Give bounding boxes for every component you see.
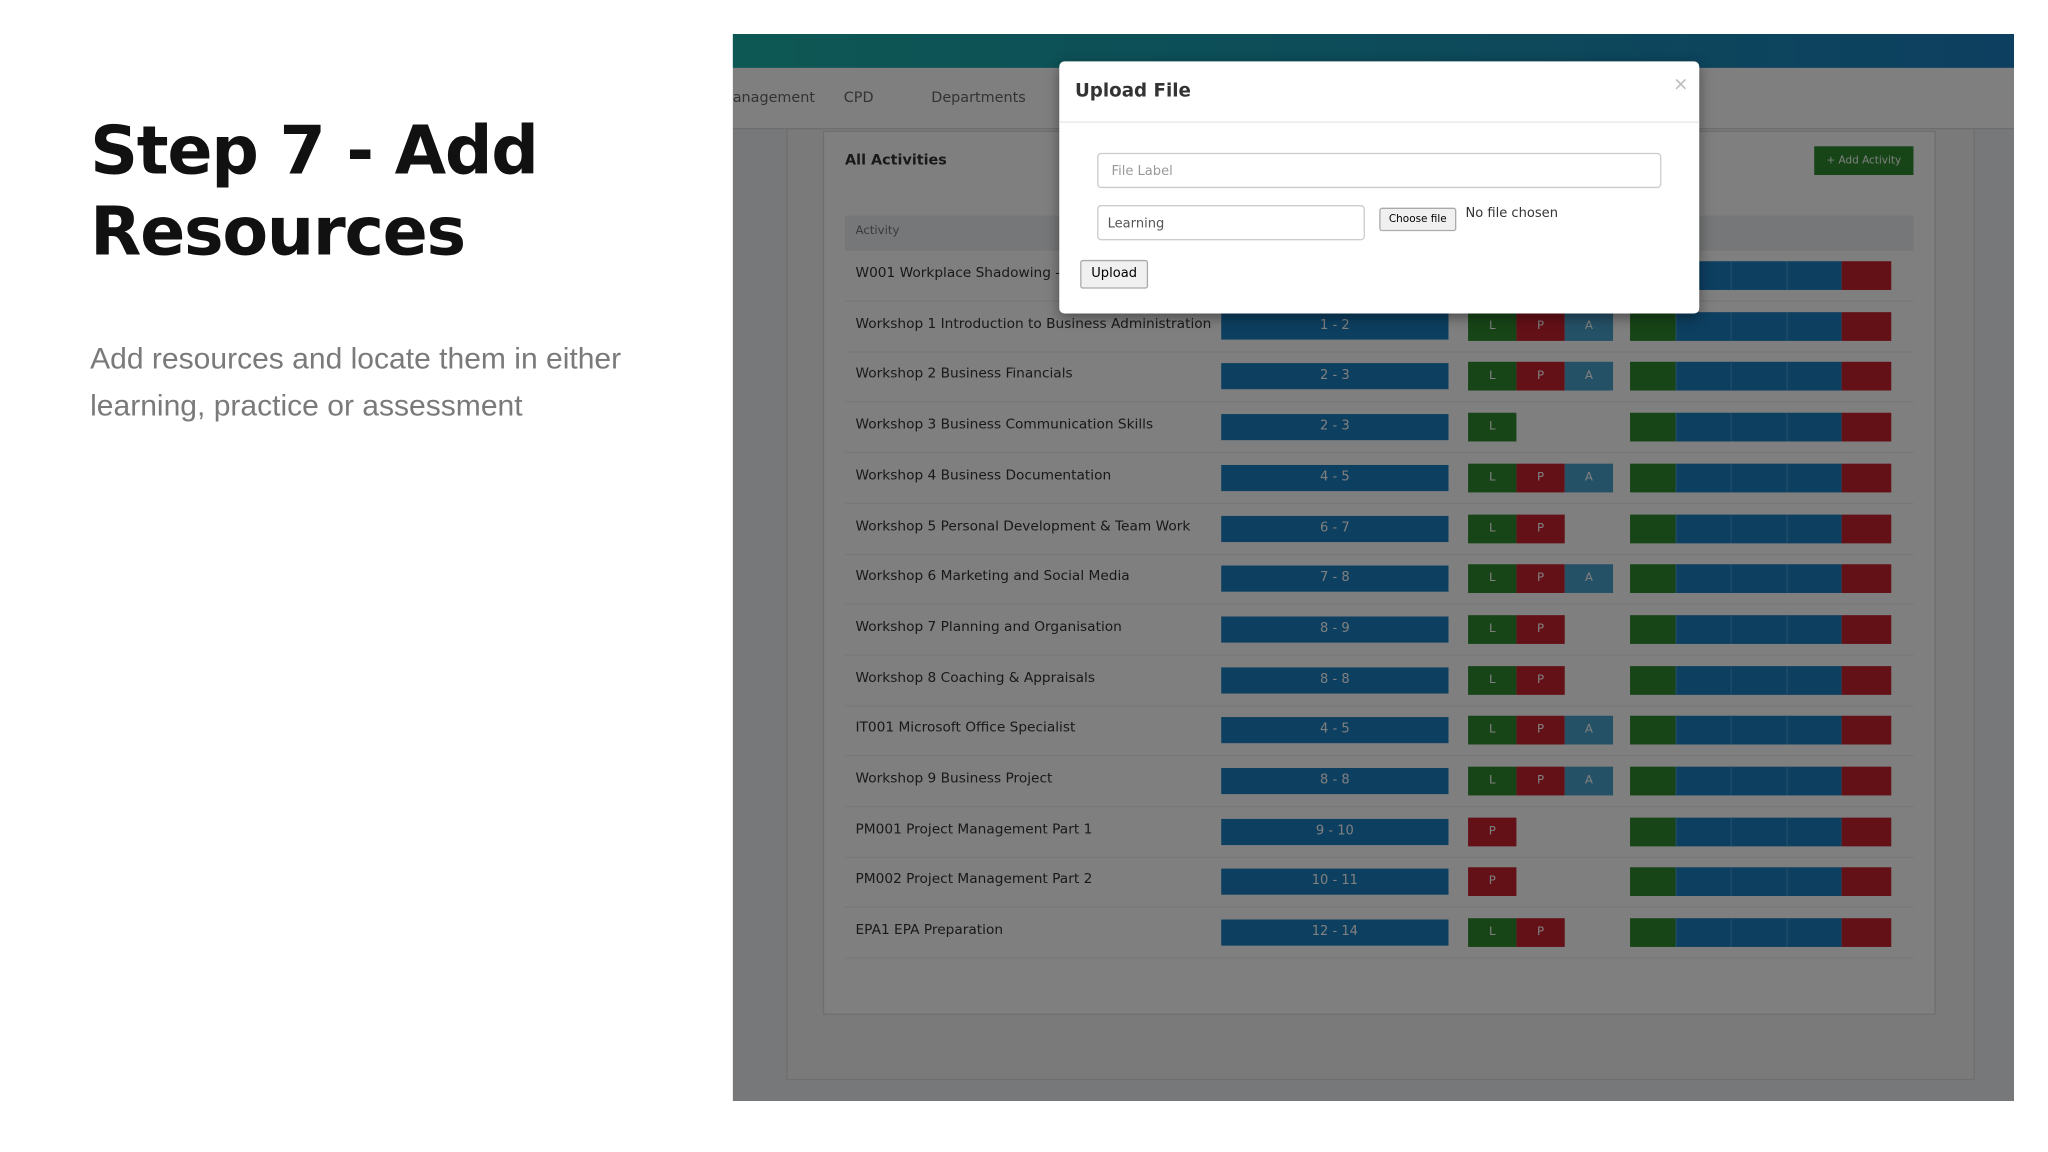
no-file-text: No file chosen (1465, 206, 1558, 221)
file-label-input[interactable]: File Label (1097, 152, 1662, 189)
close-button[interactable]: × (1673, 74, 1689, 96)
resource-type-select[interactable]: Learning (1097, 205, 1365, 241)
slide-title: Step 7 - Add Resources (90, 113, 539, 272)
screenshot: All Activities + Add Activity Activity a… (732, 33, 2015, 1102)
modal-divider (1059, 121, 1700, 123)
slide-description: Add resources and locate them in either … (90, 340, 622, 422)
choose-file-button[interactable]: Choose file (1379, 207, 1457, 232)
modal-title: Upload File (1074, 80, 1191, 102)
upload-button[interactable]: Upload (1080, 259, 1149, 289)
upload-modal: Upload File × File Label Learning Choose… (1059, 61, 1700, 314)
